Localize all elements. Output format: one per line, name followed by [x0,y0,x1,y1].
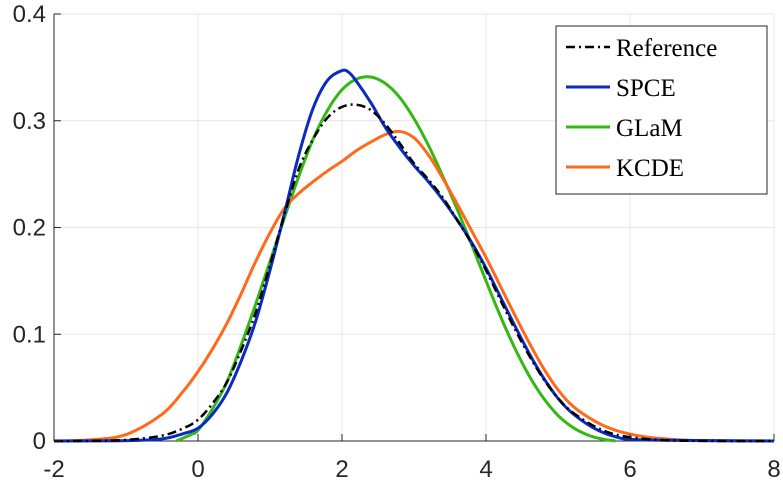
x-tick-label: 2 [335,456,348,482]
legend-label-reference: Reference [616,35,717,62]
legend: Reference SPCE GLaM KCDE [555,25,768,195]
y-tick-label: 0.1 [13,321,46,348]
x-tick-label: -2 [43,456,64,482]
x-tick-label: 8 [767,456,780,482]
y-tick-label: 0 [33,428,46,455]
y-tick-label: 0.4 [13,1,46,28]
series-layer [53,68,775,443]
series-line-kcde [53,129,775,443]
x-tick-label: 4 [479,456,492,482]
x-tick-label: 0 [191,456,204,482]
x-tick-label: 6 [623,456,636,482]
y-tick-label: 0.2 [13,215,46,242]
legend-label-glam: GLaM [616,115,683,142]
legend-label-kcde: KCDE [616,155,684,182]
legend-label-spce: SPCE [616,75,676,102]
ticks-layer: -2 0 2 4 6 800.10.20.30.4 [13,1,781,483]
y-tick-label: 0.3 [13,108,46,135]
series-line-reference [53,103,775,443]
series-line-glam [175,75,616,443]
